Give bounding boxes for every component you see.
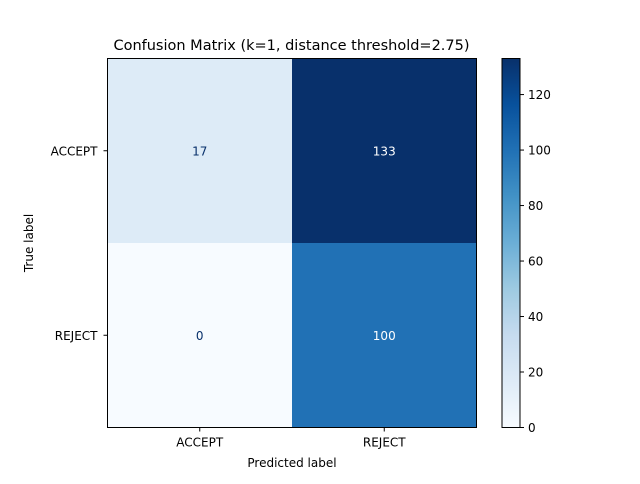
x-axis-ticks: ACCEPT REJECT	[176, 427, 406, 450]
cell-value-label: 133	[373, 144, 396, 158]
chart-title: Confusion Matrix (k=1, distance threshol…	[113, 38, 469, 54]
heatmap-cell	[107, 243, 292, 428]
colorbar	[501, 58, 521, 428]
colorbar-tick-label: 60	[528, 255, 543, 269]
heatmap-cell	[292, 243, 477, 428]
colorbar-tick-label: 100	[528, 144, 551, 158]
colorbar-tick-label: 20	[528, 366, 543, 380]
cell-value-label: 17	[192, 144, 207, 158]
cell-value-label: 0	[196, 329, 204, 343]
y-axis-ticks: ACCEPT REJECT	[51, 144, 108, 343]
cell-value-labels: 17 133 0 100	[192, 144, 396, 343]
heatmap-cells	[107, 58, 477, 428]
heatmap-cell	[107, 58, 292, 243]
x-axis-label: Predicted label	[247, 456, 336, 470]
colorbar-ticks: 0 20 40 60 80 100 120	[520, 88, 551, 435]
heatmap-cell	[292, 58, 477, 243]
y-axis-label: True label	[22, 214, 36, 273]
colorbar-tick-label: 80	[528, 199, 543, 213]
y-tick-label: REJECT	[55, 329, 98, 343]
x-tick-label: ACCEPT	[176, 436, 224, 450]
y-tick-label: ACCEPT	[51, 144, 99, 158]
colorbar-tick-label: 0	[528, 421, 536, 435]
cell-value-label: 100	[373, 329, 396, 343]
plot-frame	[107, 58, 477, 428]
x-tick-label: REJECT	[363, 436, 406, 450]
colorbar-tick-label: 40	[528, 310, 543, 324]
colorbar-tick-label: 120	[528, 88, 551, 102]
